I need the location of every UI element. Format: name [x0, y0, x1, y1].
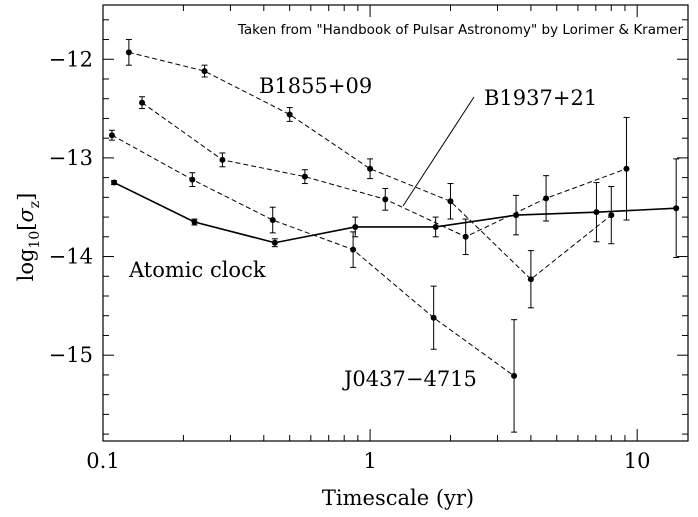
data-point [350, 246, 357, 253]
x-tick-label: 10 [624, 449, 651, 473]
x-tick-label: 1 [363, 449, 376, 473]
data-point [673, 205, 680, 212]
data-point [111, 179, 118, 186]
data-point [125, 49, 132, 56]
plot-frame [102, 4, 689, 442]
data-point [139, 99, 146, 106]
data-point [623, 165, 630, 172]
data-point [527, 276, 534, 283]
series-line [141, 102, 627, 238]
series-label-j0437: J0437−4715 [342, 367, 477, 391]
x-axis-label: Timescale (yr) [322, 486, 474, 510]
data-point [201, 68, 208, 75]
credit-annotation: Taken from "Handbook of Pulsar Astronomy… [237, 22, 684, 38]
data-point [511, 372, 518, 379]
series-1 [139, 96, 630, 256]
data-point [269, 217, 276, 224]
y-tick-label: −12 [49, 47, 93, 71]
data-point [286, 111, 293, 118]
data-point [593, 209, 600, 216]
data-point [271, 239, 278, 246]
series-3 [111, 158, 680, 259]
data-point [301, 173, 308, 180]
data-point [543, 195, 550, 202]
data-point [382, 196, 389, 203]
series-line [111, 134, 515, 377]
data-point [608, 212, 615, 219]
series-label-b1855: B1855+09 [259, 74, 372, 98]
data-point [352, 223, 359, 230]
x-tick-label: 0.1 [86, 449, 119, 473]
y-axis-label: log10[σz] [14, 193, 43, 282]
data-point [108, 132, 115, 139]
y-tick-label: −14 [49, 245, 93, 269]
y-tick-label: −15 [49, 343, 93, 367]
y-tick-label: −13 [49, 146, 93, 170]
data-point [432, 223, 439, 230]
series-0 [125, 39, 615, 309]
data-point [447, 198, 454, 205]
data-point [462, 233, 469, 240]
data-point [513, 212, 520, 219]
series-label-atomic-clock: Atomic clock [128, 258, 266, 282]
b1937-label-pointer [402, 96, 475, 207]
data-point [367, 165, 374, 172]
data-point [430, 314, 437, 321]
data-point [191, 219, 198, 226]
series-line [113, 181, 677, 244]
data-point [189, 176, 196, 183]
data-point [219, 156, 226, 163]
series-label-b1937: B1937+21 [484, 86, 597, 110]
